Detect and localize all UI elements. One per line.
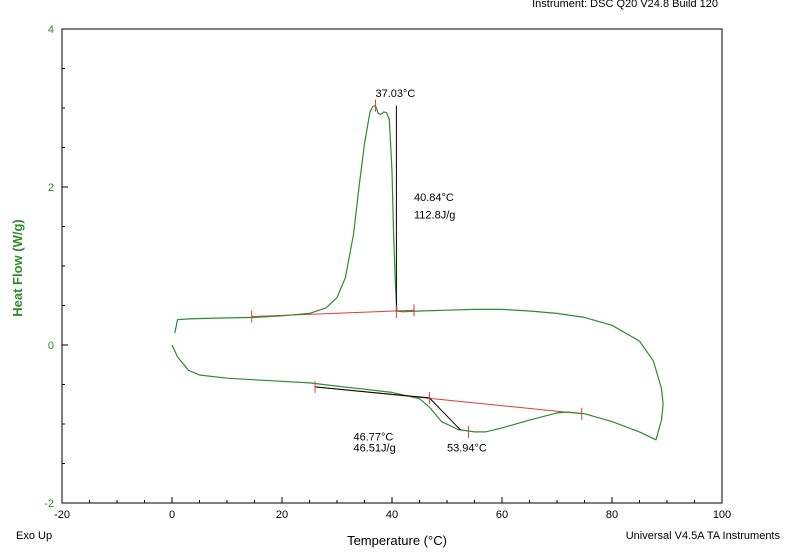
x-tick-label: -20 <box>54 509 70 521</box>
x-tick-label: 40 <box>386 509 398 521</box>
x-tick-label: 100 <box>713 509 731 521</box>
x-tick-label: 20 <box>276 509 288 521</box>
annotation-label: 46.51J/g <box>354 443 396 455</box>
y-tick-label: 4 <box>48 24 54 36</box>
x-tick-label: 60 <box>496 509 508 521</box>
x-axis-label: Temperature (°C) <box>347 533 447 548</box>
annotation-label: 112.8J/g <box>414 210 455 222</box>
annotation-label: 46.77°C <box>354 432 394 444</box>
y-tick-label: -2 <box>44 498 54 510</box>
exo-up-label: Exo Up <box>16 530 53 542</box>
annotation-label: 37.03°C <box>376 88 416 100</box>
software-info: Universal V4.5A TA Instruments <box>625 530 780 542</box>
annotation-label: 53.94°C <box>447 443 487 455</box>
x-tick-label: 80 <box>606 509 618 521</box>
y-tick-label: 2 <box>48 182 54 194</box>
instrument-info: Instrument: DSC Q20 V24.8 Build 120 <box>532 0 718 10</box>
x-tick-label: 0 <box>169 509 175 521</box>
y-axis-label: Heat Flow (W/g) <box>10 219 25 317</box>
y-tick-label: 0 <box>48 340 54 352</box>
heat-flow-curve <box>171 104 664 441</box>
annotation-label: 40.84°C <box>414 192 454 204</box>
annotation-line <box>314 386 462 431</box>
